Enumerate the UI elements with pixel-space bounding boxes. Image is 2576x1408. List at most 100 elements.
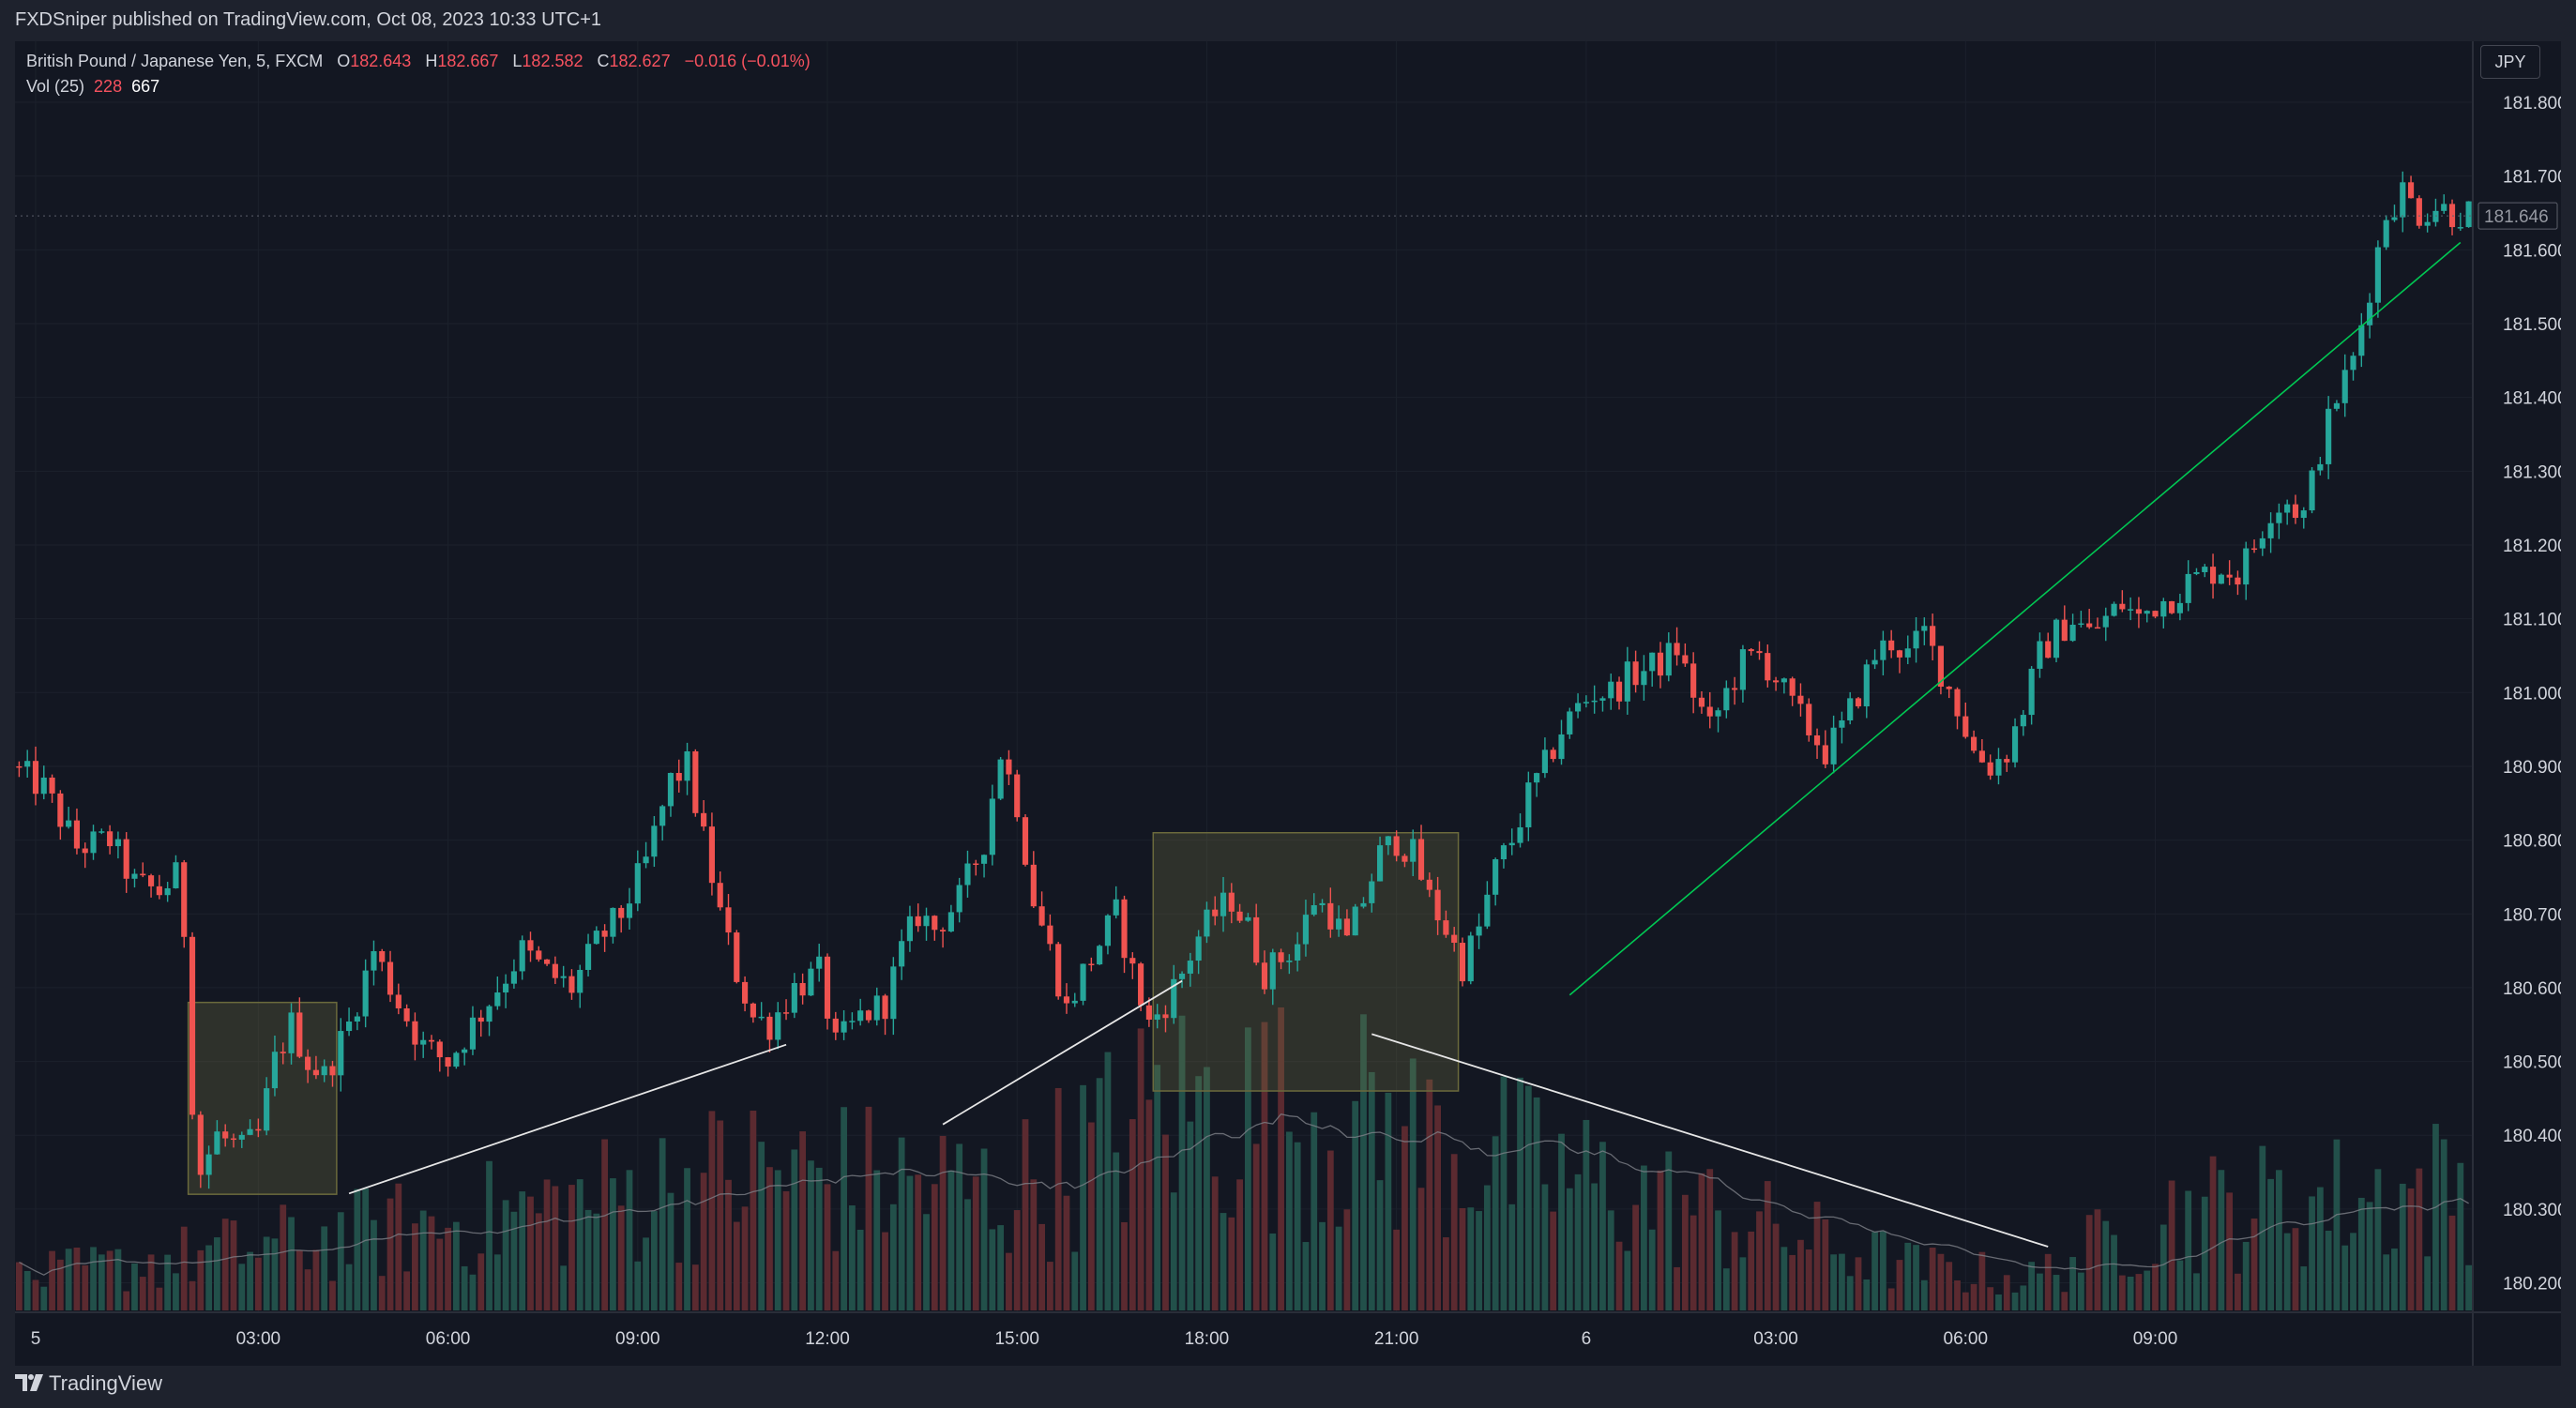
price-axis-label: 180.500 (2503, 1053, 2561, 1073)
candle-body (1591, 700, 1598, 703)
candle-body (1855, 698, 1862, 707)
volume-bar (2176, 1260, 2184, 1310)
price-axis-label: 181.800 (2503, 94, 2561, 114)
price-chart-svg[interactable]: 181.800 181.700 181.600 181.500 181.400 181.3… (15, 41, 2561, 1366)
volume-bar (1409, 1058, 1417, 1310)
candle-body (882, 995, 888, 1020)
symbol-name[interactable]: British Pound / Japanese Yen, 5, FXCM (26, 52, 324, 70)
candle-body (593, 931, 599, 945)
volume-bar (114, 1249, 122, 1310)
candle-body (2317, 463, 2324, 471)
time-axis-label: 06:00 (1944, 1329, 1989, 1349)
candle-body (2028, 668, 2035, 716)
volume-bar (1558, 1133, 1565, 1310)
candle-body (181, 862, 188, 937)
volume-bar (247, 1251, 253, 1310)
candle-body (1236, 911, 1243, 921)
volume-bar (964, 1199, 971, 1310)
volume-bar (774, 1170, 781, 1310)
volume-bar (1913, 1245, 1919, 1310)
chart-area[interactable]: 181.800 181.700 181.600 181.500 181.400 181.3… (15, 41, 2561, 1366)
price-axis-label: 180.300 (2503, 1201, 2561, 1220)
candle-body (1302, 915, 1310, 945)
volume-bar (2085, 1215, 2093, 1310)
currency-button[interactable]: JPY (2480, 45, 2540, 79)
candle-body (766, 1016, 773, 1040)
volume-bar (626, 1170, 633, 1310)
volume-bar (2144, 1270, 2151, 1310)
candle-body (173, 862, 179, 888)
volume-bar (321, 1226, 328, 1310)
candle-body (1599, 698, 1606, 701)
volume-bar (197, 1249, 205, 1310)
volume-bar (1154, 1065, 1161, 1310)
volume-bar (304, 1269, 311, 1310)
volume-bar (2061, 1292, 2068, 1310)
candle-body (131, 873, 138, 879)
volume-bar (1896, 1260, 1903, 1310)
volume-bar (1566, 1188, 1573, 1310)
candle-body (1319, 902, 1326, 905)
candle-body (1550, 749, 1556, 760)
volume-bar (1326, 1150, 1334, 1310)
candle-body (1014, 774, 1021, 818)
volume-bar (1319, 1221, 1326, 1310)
candle-body (2193, 571, 2200, 574)
candle-body (2004, 759, 2010, 763)
volume-bar (1500, 1076, 1508, 1310)
volume-bar (2448, 1215, 2456, 1310)
volume-bar (1269, 1233, 1277, 1310)
volume-bar (1954, 1279, 1961, 1310)
candle-body (1987, 762, 1993, 776)
volume-bar (1204, 1067, 1210, 1310)
tradingview-logo-icon[interactable] (15, 1372, 45, 1393)
volume-bar (123, 1291, 130, 1310)
candle-body (775, 1012, 781, 1040)
candle-body (2416, 198, 2422, 226)
volume-bar (2325, 1230, 2332, 1310)
volume-bar (1343, 1209, 1351, 1310)
candle-body (584, 944, 592, 970)
volume-bar (560, 1265, 568, 1310)
candle-body (1138, 963, 1144, 1006)
candle-body (2020, 715, 2026, 727)
candle-body (1682, 655, 1689, 664)
candle-body (1195, 936, 1202, 961)
volume-bar (815, 1167, 823, 1310)
volume-bar (189, 1280, 196, 1310)
volume-bar (848, 1205, 856, 1310)
volume-label[interactable]: Vol (25) (26, 77, 85, 96)
candle-body (940, 930, 947, 931)
volume-bar (1731, 1232, 1738, 1310)
volume-legend[interactable]: Vol (25) 228 667 (26, 77, 159, 97)
volume-bar (486, 1160, 492, 1310)
volume-trendline (1371, 1033, 2049, 1248)
volume-bar (461, 1265, 468, 1310)
candle-body (725, 907, 732, 933)
candle-body (2144, 611, 2150, 614)
volume-bar (362, 1188, 370, 1310)
candle-body (1352, 906, 1358, 936)
symbol-legend[interactable]: British Pound / Japanese Yen, 5, FXCM O1… (26, 52, 811, 71)
candle-body (2309, 470, 2315, 511)
candle-body (2202, 567, 2208, 572)
volume-bar (1789, 1254, 1796, 1310)
candle-body (1871, 659, 1878, 665)
candle-body (1336, 918, 1342, 930)
volume-bar (1360, 1014, 1367, 1310)
candle-body (1806, 704, 1812, 735)
volume-bar (824, 1184, 831, 1310)
volume-bar (717, 1120, 724, 1310)
candle-body (164, 887, 171, 896)
volume-bar (2374, 1169, 2382, 1310)
candle-body (890, 966, 897, 1020)
volume-bar (2037, 1273, 2043, 1310)
candle-body (1880, 640, 1887, 660)
volume-bar (412, 1223, 418, 1310)
candle-body (1187, 961, 1193, 974)
candle-body (659, 806, 666, 826)
volume-bar (527, 1196, 534, 1310)
tradingview-brand[interactable]: TradingView (49, 1371, 163, 1395)
volume-bar (445, 1227, 451, 1310)
volume-bar (221, 1219, 229, 1310)
